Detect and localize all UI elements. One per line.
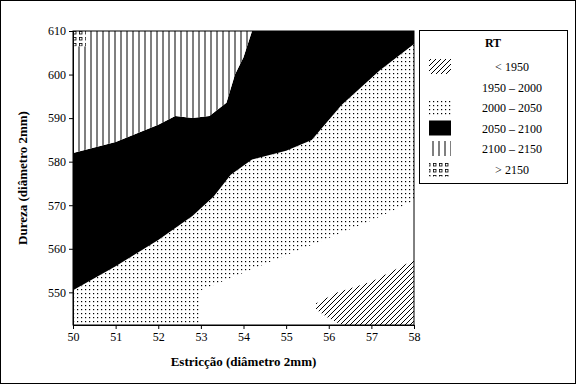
tick-mark xyxy=(69,205,73,206)
tick: 52 xyxy=(153,325,165,344)
legend-swatch xyxy=(429,141,451,156)
tick: 570 xyxy=(48,199,73,213)
tick-mark xyxy=(69,292,73,293)
tick-mark xyxy=(73,325,74,329)
tick-label: 56 xyxy=(323,330,335,344)
legend-label: 1950 – 2000 xyxy=(482,81,542,95)
legend-label: 2000 – 2050 xyxy=(482,101,542,115)
tick-mark xyxy=(69,75,73,76)
tick-mark xyxy=(286,325,287,329)
tick: 550 xyxy=(48,286,73,300)
legend-swatch xyxy=(429,59,451,74)
tick-mark xyxy=(116,325,117,329)
legend-swatch xyxy=(429,80,451,95)
legend-swatch xyxy=(429,121,451,136)
tick-mark xyxy=(69,31,73,32)
contour-region xyxy=(73,31,414,290)
plot-background xyxy=(73,31,414,325)
figure-border xyxy=(1,1,576,384)
plot-area xyxy=(73,31,414,325)
tick-mark xyxy=(201,325,202,329)
tick-mark xyxy=(69,249,73,250)
y-axis-title: Dureza (diâmetro 2mm) xyxy=(15,111,30,245)
legend-label: 2100 – 2150 xyxy=(482,142,542,156)
tick-label: 600 xyxy=(48,68,66,82)
tick-label: 550 xyxy=(48,286,66,300)
tick: 57 xyxy=(366,325,378,344)
tick: 560 xyxy=(48,242,73,256)
tick-mark xyxy=(371,325,372,329)
tick-label: 610 xyxy=(48,24,66,38)
contour-region xyxy=(73,31,252,153)
tick-mark xyxy=(329,325,330,329)
legend-label: < 1950 xyxy=(495,60,529,74)
tick-mark xyxy=(244,325,245,329)
tick-mark xyxy=(158,325,159,329)
chart: 50 51 52 53 54 55 56 57 58 550 560 570 580 590 600 610 E… xyxy=(0,0,576,384)
tick: 590 xyxy=(48,111,73,125)
plot-frame xyxy=(73,31,414,325)
legend-swatch xyxy=(429,100,451,115)
tick-label: 57 xyxy=(366,330,378,344)
tick: 54 xyxy=(238,325,250,344)
tick: 56 xyxy=(323,325,335,344)
axis-line xyxy=(73,32,74,326)
tick: 55 xyxy=(281,325,293,344)
tick-mark xyxy=(414,325,415,329)
tick-label: 51 xyxy=(110,330,122,344)
tick-label: 580 xyxy=(48,155,66,169)
tick-mark xyxy=(69,162,73,163)
legend-swatch xyxy=(429,162,451,177)
tick: 610 xyxy=(48,24,73,38)
tick-label: 560 xyxy=(48,242,66,256)
legend-box xyxy=(420,31,568,184)
tick-label: 58 xyxy=(409,330,421,344)
tick: 58 xyxy=(409,325,421,344)
tick-mark xyxy=(69,118,73,119)
tick: 51 xyxy=(110,325,122,344)
tick: 580 xyxy=(48,155,73,169)
tick: 50 xyxy=(68,325,80,344)
tick-label: 570 xyxy=(48,199,66,213)
tick-label: 53 xyxy=(195,330,207,344)
tick: 53 xyxy=(195,325,207,344)
contour-region xyxy=(73,31,86,46)
tick-label: 52 xyxy=(153,330,165,344)
x-axis: 50 51 52 53 54 55 56 57 58 xyxy=(68,325,421,344)
tick: 600 xyxy=(48,68,73,82)
legend-label: > 2150 xyxy=(495,163,529,177)
y-axis: 550 560 570 580 590 600 610 xyxy=(48,24,74,325)
tick-label: 54 xyxy=(238,330,250,344)
legend-label: 2050 – 2100 xyxy=(482,122,542,136)
tick-label: 50 xyxy=(68,330,80,344)
legend: RT < 1950 1950 – 2000 2000 – 2050 2050 – 210… xyxy=(420,31,568,184)
x-axis-title: Estricção (diâmetro 2mm) xyxy=(171,354,317,369)
tick-label: 590 xyxy=(48,111,66,125)
legend-title: RT xyxy=(485,36,501,50)
tick-label: 55 xyxy=(281,330,293,344)
